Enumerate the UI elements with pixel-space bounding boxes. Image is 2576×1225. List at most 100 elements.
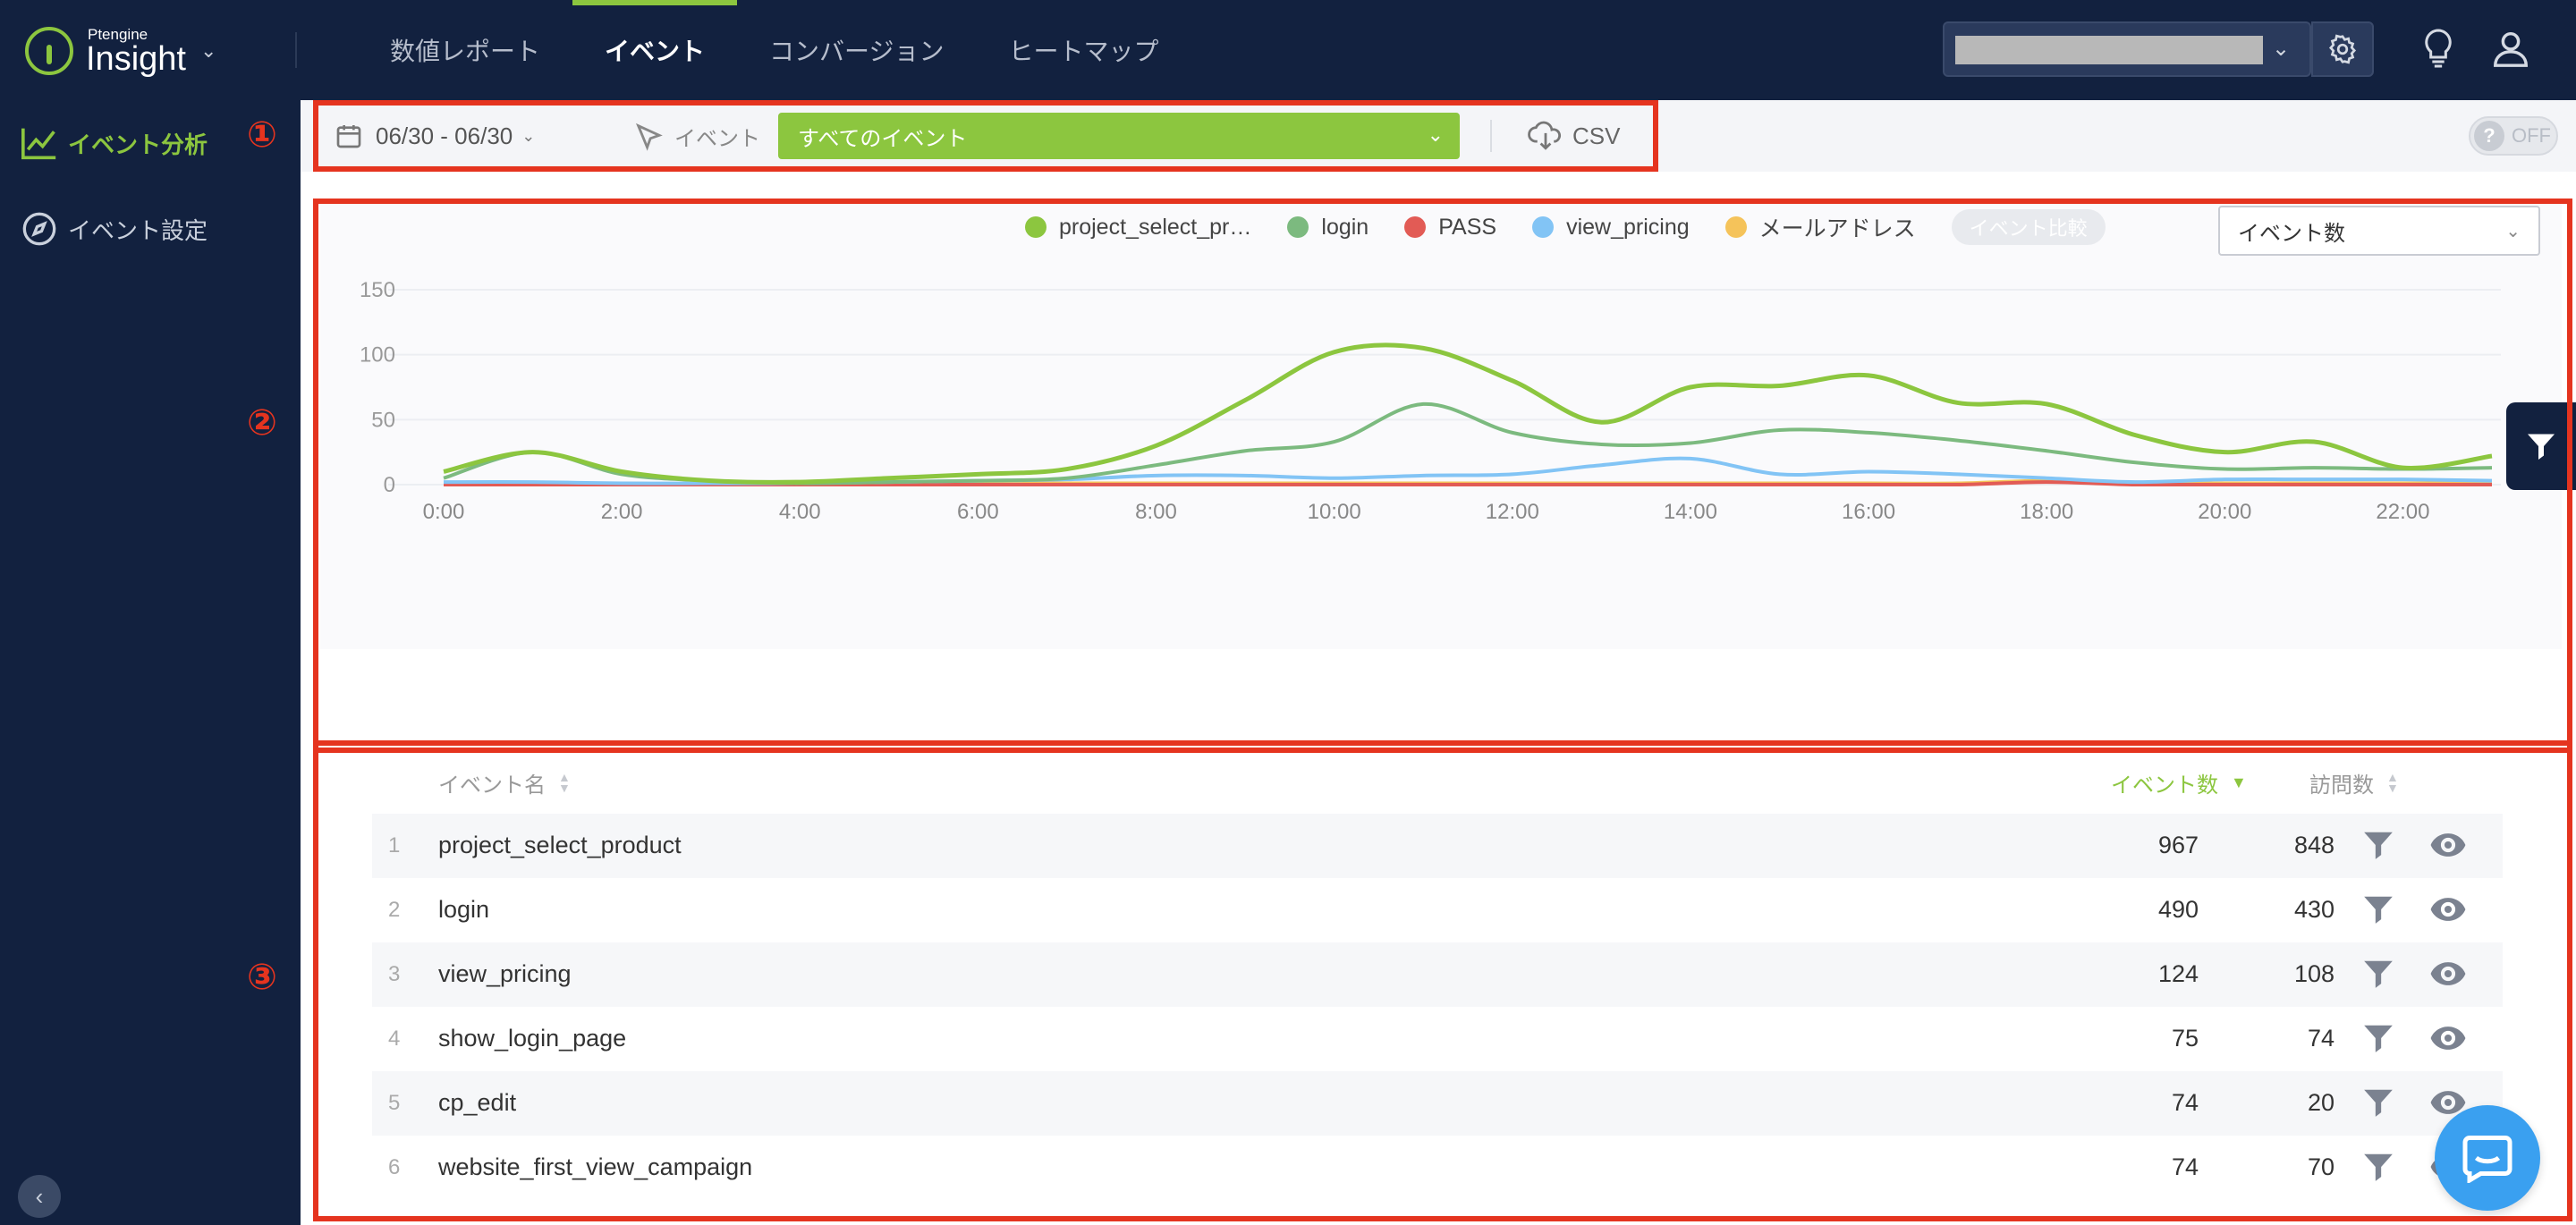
cursor-click-icon xyxy=(635,122,663,151)
tab-numeric-report[interactable]: 数値レポート xyxy=(390,38,541,65)
sort-desc-icon: ▼ xyxy=(2231,773,2247,791)
annotation-box-2 xyxy=(313,199,2572,753)
top-navigation-bar: Ptengine Insight ⌄ 数値レポート イベント コンバージョン ヒ… xyxy=(0,0,2576,100)
row-index: 6 xyxy=(388,1155,401,1179)
legend-item-series-3[interactable]: view_pricing xyxy=(1532,215,1690,241)
filter-icon[interactable] xyxy=(2361,1086,2395,1119)
row-index: 3 xyxy=(388,962,401,986)
chat-support-button[interactable] xyxy=(2435,1105,2540,1211)
filter-icon[interactable] xyxy=(2361,957,2395,991)
toolbar: 06/30 - 06/30 ⌄ イベント すべてのイベント ⌄ CSV ? OF… xyxy=(301,100,2576,172)
event-count: 490 xyxy=(2157,896,2199,923)
visit-count: 70 xyxy=(2307,1153,2334,1180)
chevron-down-icon: ⌄ xyxy=(2272,37,2291,61)
filter-icon[interactable] xyxy=(2361,828,2395,862)
event-count: 124 xyxy=(2157,960,2199,987)
chevron-down-icon[interactable]: ⌄ xyxy=(199,39,217,62)
series-line-0[interactable] xyxy=(443,342,2493,485)
cloud-download-icon xyxy=(1528,121,1562,150)
x-tick-label: 14:00 xyxy=(1664,500,1717,524)
date-range-picker[interactable]: 06/30 - 06/30 ⌄ xyxy=(335,114,535,157)
column-header-visits[interactable]: 訪問数 ▲ ▼ xyxy=(2309,770,2399,798)
filter-panel-button[interactable] xyxy=(2506,402,2576,490)
sidebar: イベント分析 イベント設定 ‹ xyxy=(0,100,301,1225)
filter-icon[interactable] xyxy=(2361,1021,2395,1055)
event-compare-button[interactable]: イベント比較 xyxy=(1951,209,2106,245)
table-header: イベント名 ▲ ▼ イベント数 ▼ 訪問数 ▲ ▼ xyxy=(372,746,2503,814)
annotation-label-1: ① xyxy=(247,115,277,155)
row-index: 4 xyxy=(388,1026,401,1051)
filter-icon[interactable] xyxy=(2361,1150,2395,1184)
visit-count: 20 xyxy=(2307,1089,2334,1116)
column-header-event-count[interactable]: イベント数 ▼ xyxy=(2111,773,2247,798)
metric-select-dropdown[interactable]: イベント数 ⌄ xyxy=(2218,206,2540,256)
column-header-event-name[interactable]: イベント名 ▲ ▼ xyxy=(438,770,571,798)
table-row[interactable]: 3 view_pricing 124 108 xyxy=(372,942,2503,1007)
y-tick-label: 150 xyxy=(360,278,395,302)
event-filter-label: イベント xyxy=(633,114,760,157)
app-logo[interactable]: Ptengine Insight ⌄ xyxy=(25,20,216,82)
table-row[interactable]: 2 login 490 430 xyxy=(372,878,2503,942)
compass-icon xyxy=(20,209,59,249)
eye-icon[interactable] xyxy=(2429,960,2467,987)
visit-count: 430 xyxy=(2293,896,2334,923)
x-tick-label: 4:00 xyxy=(779,500,821,524)
event-name: project_select_product xyxy=(438,832,682,858)
eye-icon[interactable] xyxy=(2429,1089,2467,1116)
chevron-left-icon: ‹ xyxy=(35,1182,44,1210)
sort-icon: ▲ ▼ xyxy=(558,770,571,795)
legend-item-series-0[interactable]: project_select_pr… xyxy=(1025,215,1251,241)
table-row[interactable]: 4 show_login_page 75 74 xyxy=(372,1007,2503,1071)
row-index: 5 xyxy=(388,1091,401,1115)
legend-dot xyxy=(1025,216,1046,238)
sort-icon: ▲ ▼ xyxy=(2386,770,2399,795)
sidebar-item-event-settings[interactable]: イベント設定 xyxy=(0,193,301,265)
chevron-down-icon: ⌄ xyxy=(521,126,536,145)
event-name: cp_edit xyxy=(438,1089,517,1116)
tab-conversion[interactable]: コンバージョン xyxy=(769,38,945,65)
legend-item-series-2[interactable]: PASS xyxy=(1404,215,1496,241)
main-tabs: 数値レポート イベント コンバージョン ヒートマップ xyxy=(358,0,1191,100)
event-line-chart: 0 50 100 150 0:00 2:00 4:00 6:00 8:00 10:00 12:00 1… xyxy=(360,278,2501,524)
legend-item-series-4[interactable]: メールアドレス xyxy=(1724,211,1916,243)
x-tick-label: 10:00 xyxy=(1308,500,1361,524)
filter-icon[interactable] xyxy=(2361,892,2395,926)
event-count: 74 xyxy=(2171,1089,2199,1116)
collapse-sidebar-button[interactable]: ‹ xyxy=(18,1175,61,1218)
divider xyxy=(1490,120,1492,152)
y-tick-label: 50 xyxy=(371,408,395,432)
table-row[interactable]: 1 project_select_product 967 848 xyxy=(372,814,2503,878)
events-table: イベント名 ▲ ▼ イベント数 ▼ 訪問数 ▲ ▼ 1 project_select… xyxy=(372,746,2503,1200)
project-selector[interactable]: ⌄ xyxy=(1943,21,2311,77)
annotation-box-3 xyxy=(313,740,2572,1221)
row-index: 1 xyxy=(388,833,401,858)
event-select-dropdown[interactable]: すべてのイベント ⌄ xyxy=(778,113,1460,159)
event-name: view_pricing xyxy=(438,960,572,987)
x-tick-label: 8:00 xyxy=(1135,500,1177,524)
user-icon[interactable] xyxy=(2490,27,2531,70)
main-content: 06/30 - 06/30 ⌄ イベント すべてのイベント ⌄ CSV ? OF… xyxy=(301,100,2576,1225)
chat-icon xyxy=(2462,1136,2512,1183)
help-toggle[interactable]: ? OFF xyxy=(2469,116,2558,156)
legend-item-series-1[interactable]: login xyxy=(1287,215,1368,241)
eye-icon[interactable] xyxy=(2429,1025,2467,1052)
x-tick-label: 0:00 xyxy=(423,500,465,524)
eye-icon[interactable] xyxy=(2429,832,2467,858)
lightbulb-icon[interactable] xyxy=(2420,27,2456,70)
visit-count: 848 xyxy=(2293,832,2334,858)
eye-icon[interactable] xyxy=(2429,896,2467,923)
logo-brand-small: Ptengine xyxy=(88,25,148,43)
x-tick-label: 18:00 xyxy=(2020,500,2073,524)
tab-event[interactable]: イベント xyxy=(572,0,738,100)
row-index: 2 xyxy=(388,898,401,922)
date-range-text: 06/30 - 06/30 xyxy=(376,122,513,149)
settings-button[interactable] xyxy=(2311,21,2374,77)
toggle-state: OFF xyxy=(2512,124,2551,147)
csv-download-button[interactable]: CSV xyxy=(1528,114,1620,157)
event-count: 74 xyxy=(2171,1153,2199,1180)
table-row[interactable]: 5 cp_edit 74 20 xyxy=(372,1071,2503,1136)
sidebar-item-label: イベント分析 xyxy=(68,131,208,158)
sidebar-item-event-analysis[interactable]: イベント分析 xyxy=(0,107,301,179)
tab-heatmap[interactable]: ヒートマップ xyxy=(1008,38,1159,65)
legend-dot xyxy=(1724,216,1747,238)
